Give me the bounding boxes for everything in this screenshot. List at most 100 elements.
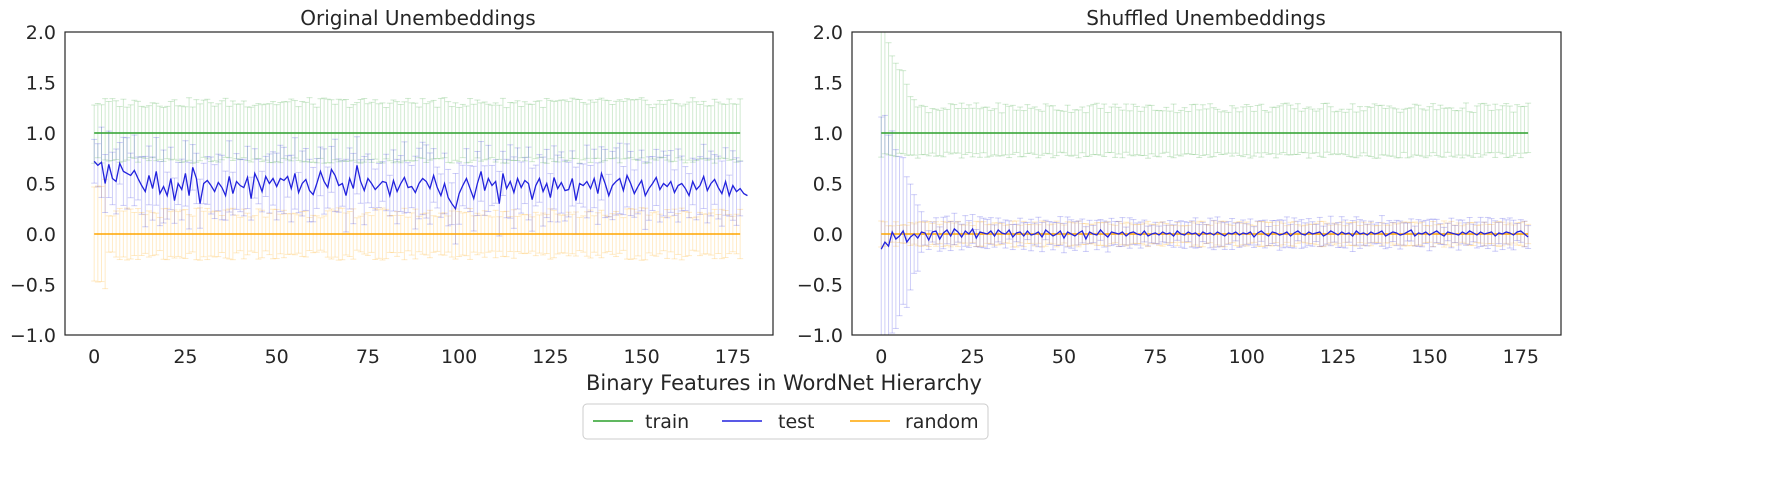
train-error-bar	[645, 104, 652, 164]
train-error-bar	[965, 104, 972, 154]
train-error-bar	[591, 101, 598, 159]
train-error-bar	[631, 99, 638, 161]
test-series-line	[93, 160, 748, 211]
train-error-bar	[160, 106, 167, 162]
y-tick-label: 0.0	[813, 224, 843, 246]
train-error-bar	[1466, 111, 1473, 157]
train-error-bar	[1031, 106, 1038, 155]
x-tick-label: 125	[1320, 346, 1356, 368]
train-error-bar	[448, 106, 455, 164]
train-error-bar	[193, 99, 200, 163]
train-error-bar	[1477, 103, 1484, 158]
x-tick-label: 75	[356, 346, 380, 368]
train-error-bar	[1009, 104, 1016, 155]
train-error-bar	[947, 103, 954, 155]
train-error-bar	[240, 100, 247, 159]
train-error-bar	[1492, 103, 1499, 158]
train-error-bar	[200, 99, 207, 158]
train-error-bar	[686, 101, 693, 161]
train-error-bar	[291, 100, 298, 159]
train-error-bar	[1349, 103, 1356, 158]
train-error-bar	[540, 106, 547, 164]
train-error-bar	[638, 97, 645, 159]
train-error-bar	[984, 106, 991, 158]
train-error-bar	[1517, 106, 1524, 159]
x-tick-label: 50	[265, 346, 289, 368]
train-error-bar	[1378, 104, 1385, 156]
train-error-bar	[1291, 108, 1298, 155]
train-error-bar	[1035, 109, 1042, 159]
tick-labels: 0 25 50 75 100 125 150 175 −1.0 −0.5 0.0 0.5 1.0 1.5 2…	[10, 22, 751, 368]
train-error-bar	[1064, 104, 1071, 156]
train-error-bar	[1338, 108, 1345, 155]
train-error-bar	[1181, 107, 1188, 155]
train-error-bar	[1247, 106, 1254, 159]
train-error-bar	[561, 99, 568, 163]
train-error-bar	[1148, 104, 1155, 155]
train-error-bar	[499, 97, 506, 164]
train-error-bar	[995, 102, 1002, 157]
train-error-bar	[525, 103, 532, 158]
train-error-bar	[1093, 102, 1100, 156]
test-error-bar	[91, 138, 98, 184]
train-error-bar	[583, 103, 590, 159]
train-error-bar	[918, 104, 925, 156]
train-error-bar	[726, 98, 733, 161]
train-error-bar	[1280, 103, 1287, 154]
train-error-bar	[1097, 107, 1104, 156]
train-error-bar	[664, 99, 671, 161]
train-error-bar	[113, 100, 120, 161]
train-error-bar	[1017, 106, 1024, 158]
train-error-bar	[1082, 112, 1089, 157]
train-error-bar	[587, 99, 594, 163]
train-error-bar	[1155, 110, 1162, 158]
plot-area	[878, 31, 1532, 336]
y-tick-label: −0.5	[10, 275, 56, 297]
train-error-bar	[907, 96, 914, 156]
train-error-bar	[1050, 105, 1057, 159]
train-error-bar	[1057, 110, 1064, 153]
train-error-bar	[134, 100, 141, 163]
train-error-bar	[1258, 103, 1265, 158]
y-tick-label: 1.0	[813, 123, 843, 145]
train-error-bar	[889, 55, 896, 156]
train-error-bar	[565, 101, 572, 162]
y-tick-label: 2.0	[26, 22, 56, 44]
x-tick-label: 25	[961, 346, 985, 368]
train-error-bar	[1503, 103, 1510, 158]
train-error-bar	[521, 101, 528, 162]
train-error-bar	[1134, 105, 1141, 156]
train-error-bar	[485, 103, 492, 160]
train-error-bar	[226, 105, 233, 159]
train-error-bar	[1389, 107, 1396, 157]
train-error-bar	[1430, 103, 1437, 154]
train-error-bar	[430, 99, 437, 160]
train-error-bar	[1452, 110, 1459, 158]
y-tick-label: 2.0	[813, 22, 843, 44]
train-error-bar	[94, 103, 101, 159]
train-error-bar	[1309, 108, 1316, 154]
train-error-bar	[1006, 105, 1013, 159]
train-error-bar	[911, 99, 918, 156]
train-error-bar	[1382, 107, 1389, 156]
train-error-bar	[929, 108, 936, 154]
train-error-bar	[903, 83, 910, 156]
x-tick-label: 175	[1503, 346, 1539, 368]
legend-label-test: test	[778, 411, 815, 433]
train-error-bar	[613, 100, 620, 159]
train-error-bar	[660, 103, 667, 159]
train-error-bar	[1525, 102, 1532, 154]
train-error-bar	[218, 100, 225, 161]
train-error-bar	[1068, 111, 1075, 157]
y-tick-label: −0.5	[797, 275, 843, 297]
train-error-bar	[280, 101, 287, 159]
train-error-bar	[1251, 110, 1258, 157]
train-error-bar	[284, 101, 291, 161]
train-error-bar	[1163, 106, 1170, 153]
train-error-bar	[233, 103, 240, 160]
train-error-bar	[1313, 110, 1320, 154]
train-error-bar	[1426, 106, 1433, 157]
train-error-bar	[551, 100, 558, 162]
train-error-bar	[441, 97, 448, 159]
